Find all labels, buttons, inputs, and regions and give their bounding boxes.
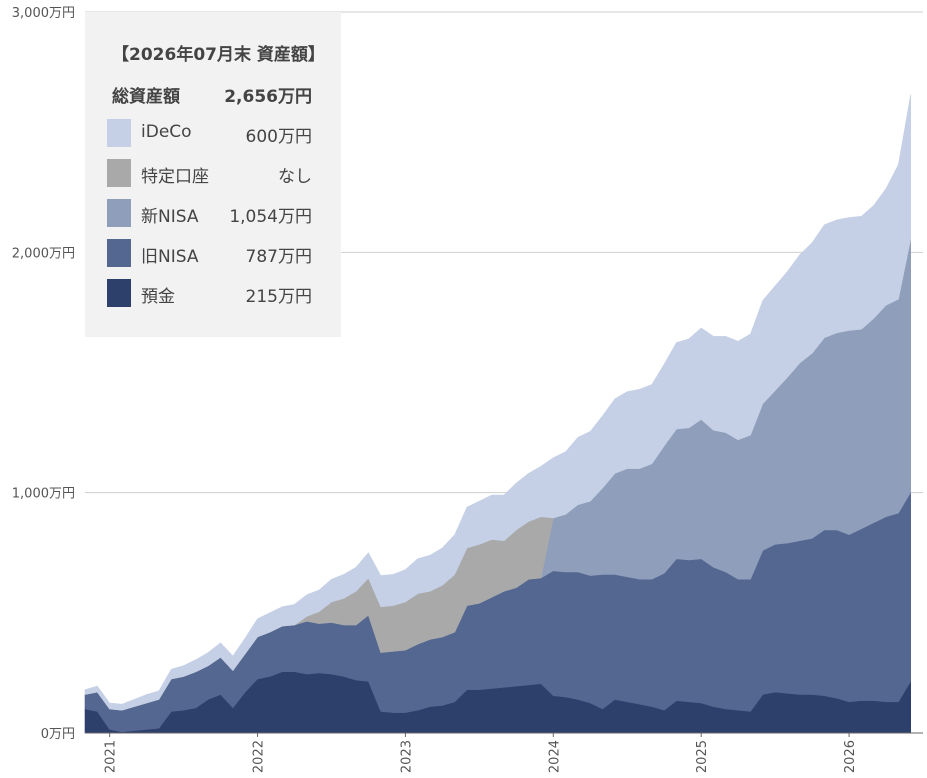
legend-swatch-ideco — [107, 119, 131, 147]
x-tick-label: 2022 — [252, 740, 267, 773]
x-tick-label: 2024 — [547, 740, 562, 773]
legend-total-value: 2,656万円 — [224, 87, 312, 107]
x-tick-label: 2026 — [843, 740, 858, 773]
x-tick-label: 2021 — [104, 740, 119, 773]
legend-swatch-new-nisa — [107, 199, 131, 227]
legend-total-label: 総資産額 — [112, 87, 180, 107]
x-tick-label: 2025 — [695, 740, 710, 773]
legend-panel: 【2026年07月末 資産額】 総資産額 2,656万円 iDeCo 600万円… — [85, 12, 341, 337]
legend-item-deposit: 預金 215万円 — [107, 279, 312, 307]
legend-item-tokutei: 特定口座 なし — [107, 159, 312, 187]
legend-item-label: iDeCo — [141, 122, 192, 142]
legend-item-label: 特定口座 — [141, 167, 209, 187]
legend-item-value: 787万円 — [245, 247, 312, 267]
legend-item-label: 旧NISA — [141, 247, 199, 267]
legend-item-value: 600万円 — [245, 127, 312, 147]
legend-title: 【2026年07月末 資産額】 — [112, 45, 325, 65]
series-area-iDeCo — [84, 94, 911, 711]
y-tick-label: 2,000万円 — [12, 246, 75, 261]
legend-item-ideco: iDeCo 600万円 — [107, 119, 312, 147]
legend-item-value: 1,054万円 — [229, 207, 312, 227]
legend-swatch-deposit — [107, 279, 131, 307]
legend-item-new-nisa: 新NISA 1,054万円 — [107, 199, 312, 227]
legend-total: 総資産額 2,656万円 — [112, 82, 312, 107]
legend-item-label: 預金 — [141, 287, 175, 307]
legend-item-label: 新NISA — [141, 207, 199, 227]
y-tick-label: 0万円 — [41, 727, 75, 742]
legend-item-value: 215万円 — [245, 287, 312, 307]
legend-swatch-tokutei — [107, 159, 131, 187]
legend-swatch-old-nisa — [107, 239, 131, 267]
y-tick-label: 3,000万円 — [12, 6, 75, 21]
legend-item-value: なし — [278, 167, 312, 187]
y-tick-label: 1,000万円 — [12, 487, 75, 502]
x-tick-label: 2023 — [399, 740, 414, 773]
legend-item-old-nisa: 旧NISA 787万円 — [107, 239, 312, 267]
